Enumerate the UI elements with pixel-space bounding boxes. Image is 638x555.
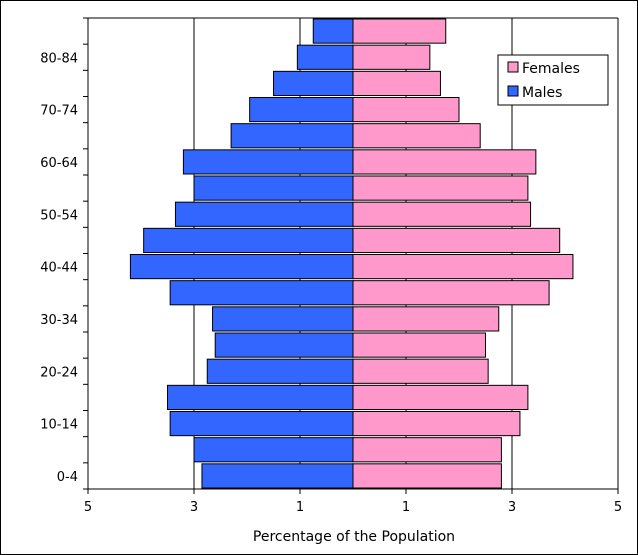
bar-females-50-54 — [352, 201, 532, 227]
y-tick-label: 60-64 — [40, 156, 78, 171]
y-tick-label: 0-4 — [57, 470, 78, 485]
y-tick-label: 80-84 — [40, 51, 78, 66]
y-tick-label: 70-74 — [40, 104, 78, 119]
y-tick-label: 20-24 — [40, 365, 78, 380]
x-axis-title: Percentage of the Population — [253, 529, 455, 545]
bar-females-0-4 — [352, 463, 502, 489]
bar-females-30-34 — [352, 306, 500, 332]
x-tick-label: 1 — [402, 500, 410, 515]
bar-males-80-84 — [296, 44, 354, 70]
legend-swatch-females — [507, 61, 519, 73]
bar-females-15-19 — [352, 384, 529, 411]
bar-males-85+ — [312, 18, 354, 44]
x-tick-label: 1 — [296, 500, 304, 515]
y-tick-label: 40-44 — [40, 261, 78, 276]
bar-females-40-44 — [352, 254, 574, 280]
bar-males-75-79 — [273, 70, 354, 97]
bar-females-80-84 — [352, 44, 431, 70]
bar-females-5-9 — [352, 437, 502, 463]
bar-males-25-29 — [214, 332, 354, 358]
bar-males-65-69 — [230, 123, 354, 149]
bar-males-0-4 — [201, 463, 354, 489]
bar-females-35-39 — [352, 280, 550, 306]
bar-males-55-59 — [193, 175, 354, 201]
bar-females-25-29 — [352, 332, 486, 358]
bar-females-75-79 — [352, 70, 441, 97]
bar-females-85+ — [352, 18, 447, 44]
legend-label-females: Females — [522, 61, 580, 77]
tick-labels: 5 3 1 1 3 5 80-84 70-74 60-64 50-54 40-44 30-34 20-2… — [40, 17, 622, 515]
bar-males-5-9 — [193, 437, 354, 463]
y-tick-label: 10-14 — [40, 418, 78, 433]
bar-females-70-74 — [352, 97, 460, 123]
bar-females-65-69 — [352, 123, 481, 149]
x-tick-label: 3 — [508, 500, 516, 515]
bar-males-35-39 — [169, 280, 354, 306]
bar-females-20-24 — [352, 358, 489, 384]
bar-females-10-14 — [352, 411, 521, 437]
x-tick-label: 5 — [614, 500, 622, 515]
bar-females-45-49 — [352, 227, 561, 253]
gridlines — [193, 18, 513, 489]
y-tick-label: 30-34 — [40, 313, 78, 328]
bar-males-10-14 — [169, 411, 354, 437]
x-tick-label: 3 — [190, 500, 198, 515]
legend-label-males: Males — [522, 85, 562, 101]
x-tick-label: 5 — [84, 500, 92, 515]
bar-males-30-34 — [212, 306, 354, 332]
y-tick-label: 50-54 — [40, 208, 78, 223]
legend-swatch-males — [507, 85, 519, 97]
bar-males-40-44 — [129, 254, 354, 280]
bar-males-15-19 — [167, 384, 354, 411]
bar-males-45-49 — [143, 227, 354, 253]
bar-males-50-54 — [174, 201, 354, 227]
bar-males-70-74 — [249, 97, 354, 123]
bar-males-60-64 — [182, 149, 354, 175]
bar-females-60-64 — [352, 149, 537, 175]
bar-males-20-24 — [206, 358, 354, 384]
legend: Females Males — [497, 54, 609, 106]
bars — [129, 18, 574, 489]
bar-females-55-59 — [352, 175, 529, 201]
